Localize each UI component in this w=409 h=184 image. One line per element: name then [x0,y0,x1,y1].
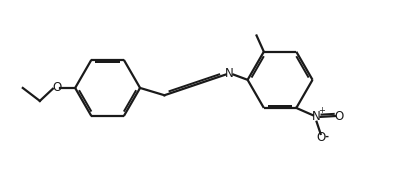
Text: N: N [312,110,320,123]
Text: O: O [333,109,343,123]
Text: O: O [52,82,61,94]
Text: +: + [318,106,324,115]
Text: N: N [225,67,233,80]
Text: O: O [315,132,324,144]
Text: -: - [324,131,328,141]
